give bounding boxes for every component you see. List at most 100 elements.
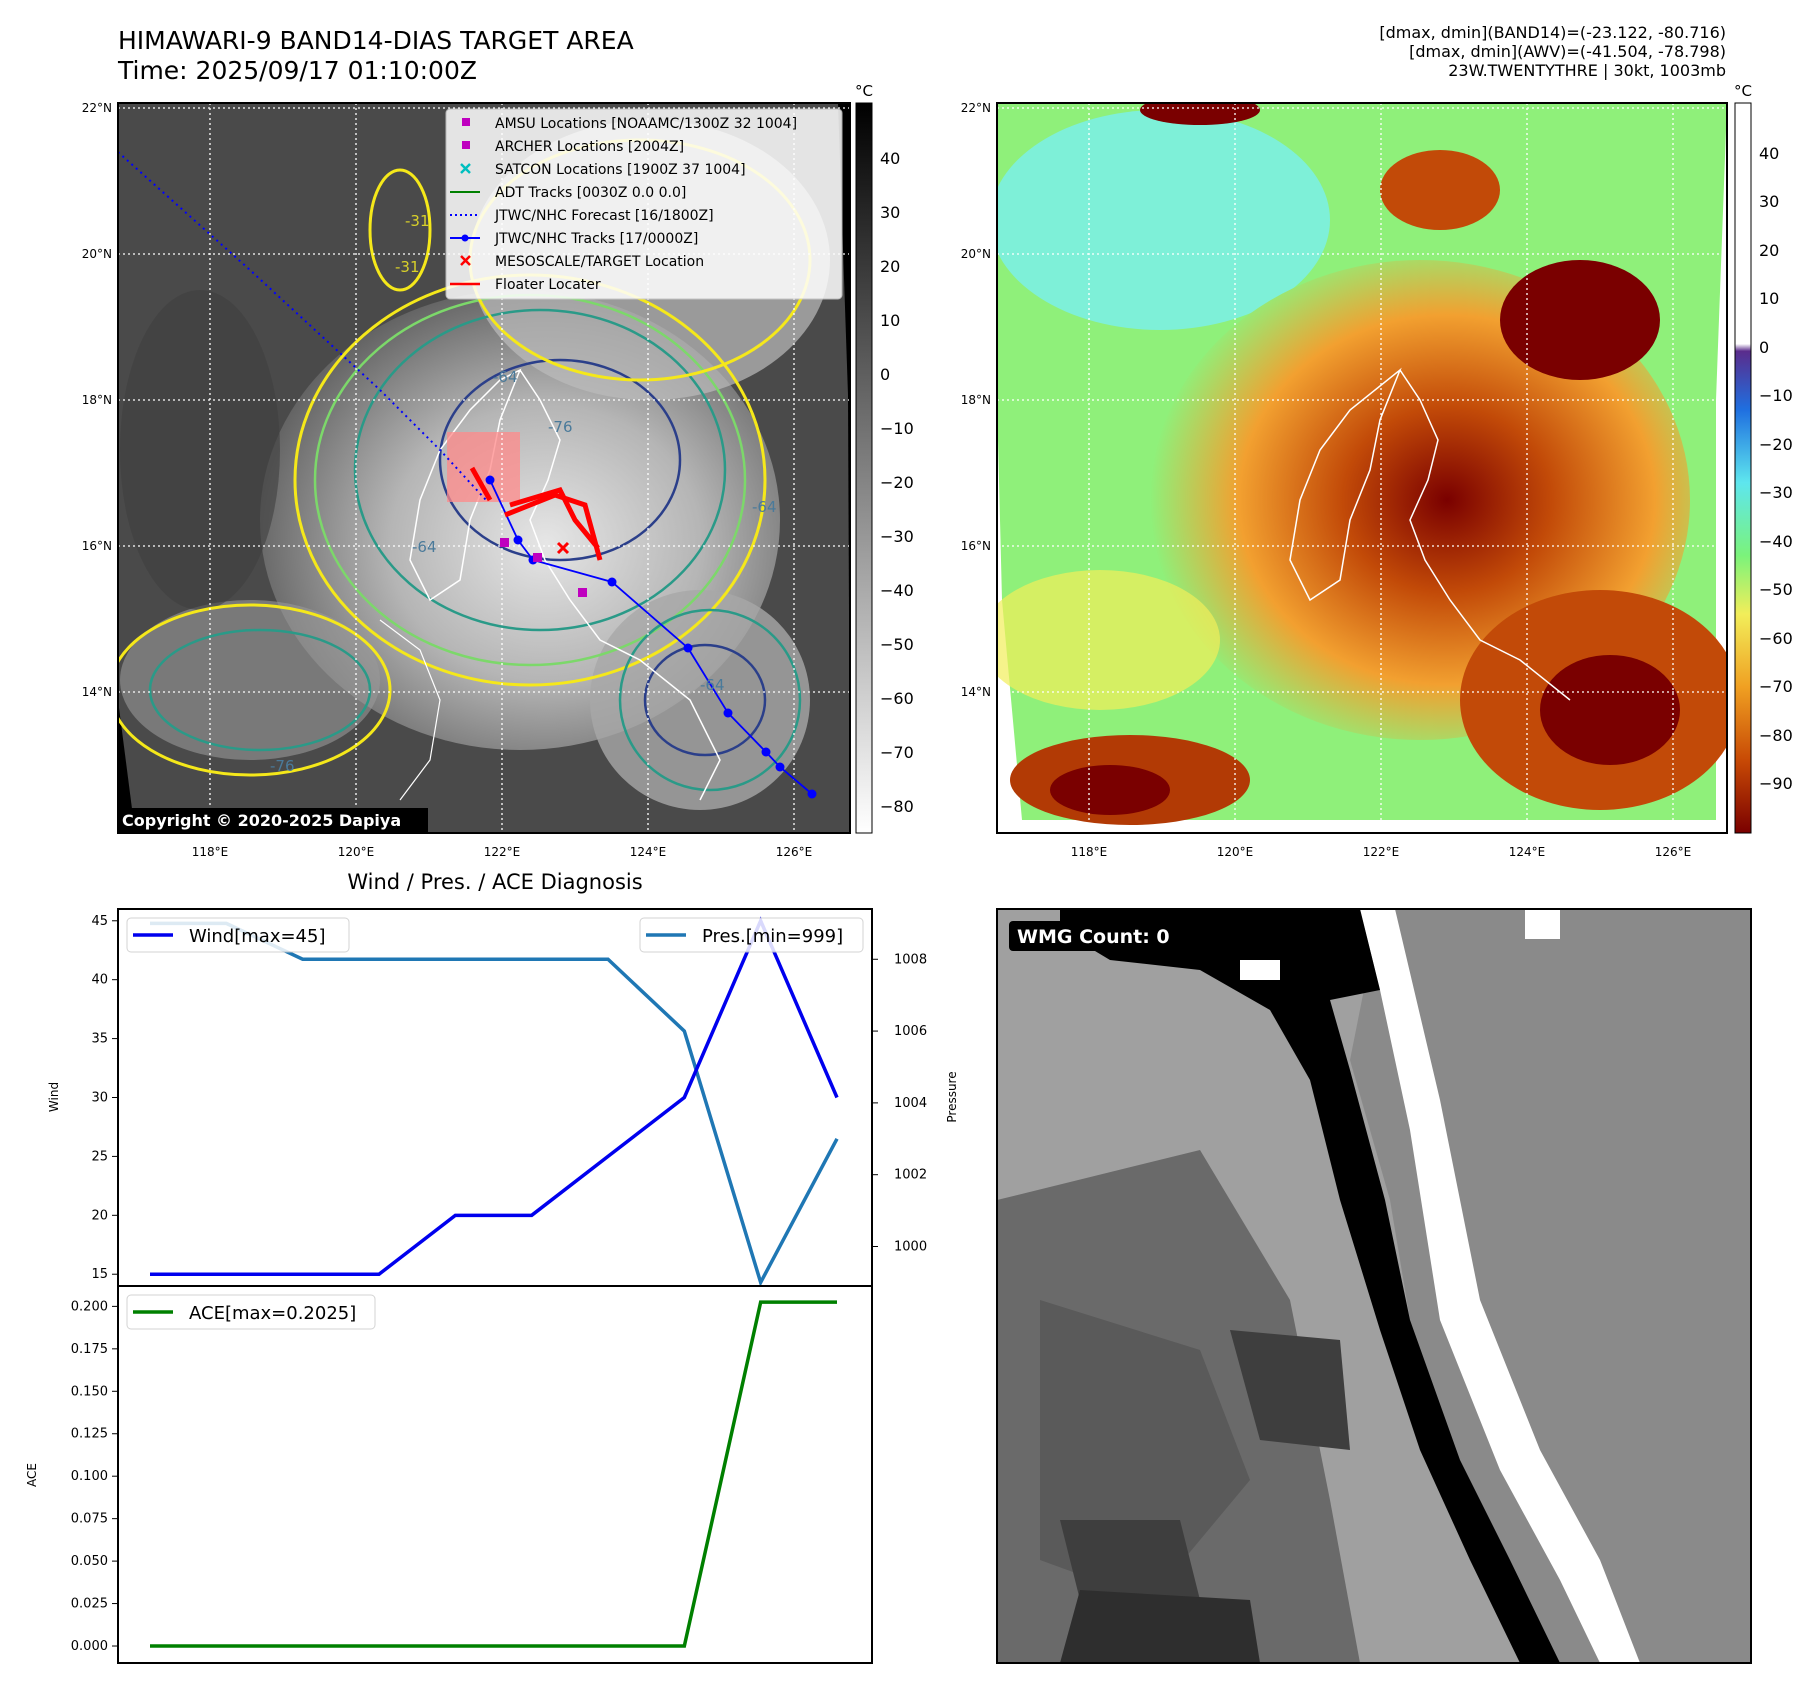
legend-entry-archer: ARCHER Locations [2004Z] [462,139,684,155]
ace-axis: 0.000 0.025 0.050 0.075 0.100 0.125 0.150 0.175… [71,1299,118,1654]
ace-tick-label: 0.125 [71,1427,108,1442]
legend-label: JTWC/NHC Forecast [16/1800Z] [494,208,714,224]
colorbar-tick: 0 [1759,338,1769,357]
colorbar-tick: −40 [1759,532,1793,551]
contour-label: -64 [700,676,725,694]
lat-label: 22°N [82,101,112,115]
lat-label: 16°N [82,539,112,553]
legend-entry-satcon: SATCON Locations [1900Z 37 1004] [460,162,746,178]
colorbar-tick: 40 [1759,144,1779,163]
ace-tick-label: 0.000 [71,1639,108,1654]
wind-tick-label: 35 [91,1032,108,1047]
legend-label: ACE[max=0.2025] [189,1303,356,1324]
lat-label: 14°N [82,685,112,699]
ace-chart: 0.000 0.025 0.050 0.075 0.100 0.125 0.150 0.175… [25,1285,873,1664]
title-line-2: Time: 2025/09/17 01:10:00Z [118,56,477,85]
legend-label: ADT Tracks [0030Z 0.0 0.0] [495,185,686,201]
legend-label: JTWC/NHC Tracks [17/0000Z] [494,231,698,247]
legend-label: AMSU Locations [NOAAMC/1300Z 32 1004] [495,116,797,132]
right-map-lon-labels: 118°E 120°E 122°E 124°E 126°E [1071,845,1692,859]
wind-tick-label: 15 [91,1267,108,1282]
colorbar-tick: −50 [1759,580,1793,599]
legend-label: Floater Locater [495,277,601,293]
colorbar-tick: −10 [880,419,914,438]
ace-legend: ACE[max=0.2025] [126,1294,376,1330]
lon-label: 122°E [484,845,521,859]
colorbar-tick: −90 [1759,774,1793,793]
wind-tick-label: 45 [91,914,108,929]
legend-entry-amsu: AMSU Locations [NOAAMC/1300Z 32 1004] [462,116,797,132]
lat-label: 20°N [961,247,991,261]
colorbar-tick: 40 [880,149,900,168]
wind-tick-label: 20 [91,1208,108,1223]
wind-series-line [150,916,839,1276]
pressure-legend: Pres.[min=999] [639,917,864,953]
stats-block: [dmax, dmin](BAND14)=(-23.122, -80.716) … [1379,23,1726,80]
awv-colorbar: °C 40 30 20 10 0 −10 −20 −30 −40 −50 −60… [1734,82,1793,834]
colorbar-tick: −40 [880,581,914,600]
contour-label: -31 [395,258,420,276]
contour-label: -76 [548,418,573,436]
wind-tick-label: 30 [91,1091,108,1106]
map-legend: AMSU Locations [NOAAMC/1300Z 32 1004] AR… [445,108,843,300]
wind-ylabel: Wind [47,1082,61,1112]
colorbar-unit: °C [855,82,873,100]
ace-tick-label: 0.150 [71,1384,108,1399]
pressure-tick-label: 1002 [894,1168,927,1183]
ace-tick-label: 0.200 [71,1299,108,1314]
legend-entry-mesoscale: MESOSCALE/TARGET Location [460,254,704,270]
lat-label: 16°N [961,539,991,553]
colorbar-unit: °C [1734,82,1752,100]
wind-pressure-chart: 15 20 25 30 35 40 45 1000 1002 1004 1006 1008 Wind… [47,908,959,1287]
copyright-box: Copyright © 2020-2025 Dapiya [118,808,428,832]
ace-tick-label: 0.050 [71,1554,108,1569]
colorbar-tick: −60 [1759,629,1793,648]
legend-label: SATCON Locations [1900Z 37 1004] [495,162,746,178]
lat-label: 14°N [961,685,991,699]
colorbar-tick: −30 [1759,483,1793,502]
ace-tick-label: 0.100 [71,1469,108,1484]
legend-entry-forecast: JTWC/NHC Forecast [16/1800Z] [450,208,714,224]
contour-label: -64 [412,538,437,556]
colorbar-tick: −70 [1759,677,1793,696]
title-line-1: HIMAWARI-9 BAND14-DIAS TARGET AREA [118,26,634,55]
colorbar-tick: −60 [880,689,914,708]
colorbar-tick: 30 [880,203,900,222]
lon-label: 122°E [1363,845,1400,859]
legend-entry-tracks: JTWC/NHC Tracks [17/0000Z] [450,231,698,247]
diagnosis-title: Wind / Pres. / ACE Diagnosis [347,870,642,894]
ace-tick-label: 0.075 [71,1512,108,1527]
colorbar-tick: 30 [1759,192,1779,211]
left-map-lon-labels: 118°E 120°E 122°E 124°E 126°E [192,845,813,859]
lat-label: 18°N [961,393,991,407]
lat-label: 20°N [82,247,112,261]
wind-axis: 15 20 25 30 35 40 45 [91,914,118,1282]
colorbar-tick: −10 [1759,386,1793,405]
stats-line-1: [dmax, dmin](BAND14)=(-23.122, -80.716) [1379,23,1726,42]
ace-tick-label: 0.025 [71,1597,108,1612]
lon-label: 126°E [1655,845,1692,859]
pressure-ylabel: Pressure [945,1071,959,1122]
ace-series-line [150,1300,837,1648]
wmg-count-label: WMG Count: 0 [1017,926,1170,948]
colorbar-tick: −20 [880,473,914,492]
pressure-tick-label: 1008 [894,952,927,967]
wind-tick-label: 25 [91,1149,108,1164]
colorbar-tick: −70 [880,743,914,762]
left-map-lat-labels: 22°N 20°N 18°N 16°N 14°N [82,101,112,699]
lon-label: 124°E [630,845,667,859]
wind-tick-label: 40 [91,973,108,988]
lat-label: 22°N [961,101,991,115]
wmg-panel: WMG Count: 0 [996,908,1752,1664]
colorbar-tick: −50 [880,635,914,654]
lon-label: 126°E [776,845,813,859]
colorbar-tick: −30 [880,527,914,546]
pressure-axis: 1000 1002 1004 1006 1008 [872,952,927,1255]
band14-colorbar: °C 40 30 20 10 0 −10 −20 −30 −40 −50 −60… [855,82,914,834]
colorbar-tick: 20 [880,257,900,276]
pressure-tick-label: 1004 [894,1096,927,1111]
copyright-text: Copyright © 2020-2025 Dapiya [122,811,401,830]
legend-entry-floater: Floater Locater [450,277,601,293]
stats-line-2: [dmax, dmin](AWV)=(-41.504, -78.798) [1409,42,1726,61]
